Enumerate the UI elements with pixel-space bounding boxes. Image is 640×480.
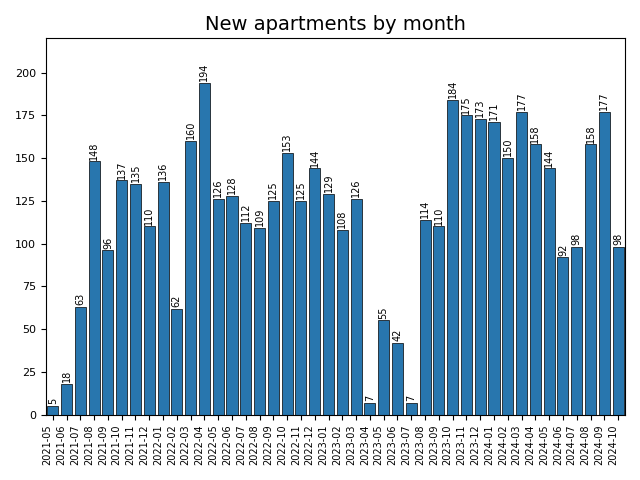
Bar xyxy=(392,343,403,415)
Bar xyxy=(323,194,334,415)
Bar xyxy=(516,112,527,415)
Text: 150: 150 xyxy=(503,138,513,156)
Bar xyxy=(364,403,376,415)
Bar xyxy=(240,223,252,415)
Text: 160: 160 xyxy=(186,121,196,139)
Text: 18: 18 xyxy=(61,370,72,382)
Text: 144: 144 xyxy=(544,148,554,167)
Bar xyxy=(309,168,320,415)
Bar xyxy=(543,168,555,415)
Text: 112: 112 xyxy=(241,203,251,221)
Bar xyxy=(47,406,58,415)
Bar xyxy=(199,83,210,415)
Text: 135: 135 xyxy=(131,164,140,182)
Bar xyxy=(420,219,431,415)
Bar xyxy=(102,251,113,415)
Text: 173: 173 xyxy=(476,98,485,117)
Text: 126: 126 xyxy=(351,179,361,197)
Bar xyxy=(378,321,389,415)
Text: 62: 62 xyxy=(172,294,182,307)
Text: 96: 96 xyxy=(103,237,113,249)
Bar xyxy=(351,199,362,415)
Text: 5: 5 xyxy=(48,398,58,404)
Text: 171: 171 xyxy=(489,102,499,120)
Text: 129: 129 xyxy=(324,174,333,192)
Bar xyxy=(530,144,541,415)
Bar xyxy=(447,100,458,415)
Text: 125: 125 xyxy=(296,180,306,199)
Bar xyxy=(268,201,279,415)
Text: 108: 108 xyxy=(337,210,348,228)
Bar xyxy=(475,119,486,415)
Bar xyxy=(572,247,582,415)
Bar xyxy=(433,227,444,415)
Text: 194: 194 xyxy=(200,63,209,81)
Bar xyxy=(61,384,72,415)
Text: 7: 7 xyxy=(406,395,416,401)
Text: 110: 110 xyxy=(434,206,444,225)
Text: 125: 125 xyxy=(268,180,278,199)
Bar xyxy=(144,227,155,415)
Bar xyxy=(157,182,168,415)
Bar xyxy=(130,184,141,415)
Bar xyxy=(612,247,623,415)
Bar xyxy=(557,257,568,415)
Bar xyxy=(502,158,513,415)
Text: 153: 153 xyxy=(282,132,292,151)
Bar xyxy=(296,201,307,415)
Bar xyxy=(282,153,292,415)
Bar xyxy=(88,161,100,415)
Text: 136: 136 xyxy=(158,162,168,180)
Text: 128: 128 xyxy=(227,176,237,194)
Text: 7: 7 xyxy=(365,395,375,401)
Bar xyxy=(488,122,499,415)
Bar xyxy=(254,228,265,415)
Text: 184: 184 xyxy=(447,80,458,98)
Text: 137: 137 xyxy=(116,160,127,179)
Bar xyxy=(227,196,237,415)
Bar xyxy=(585,144,596,415)
Text: 98: 98 xyxy=(613,233,623,245)
Bar xyxy=(337,230,348,415)
Bar xyxy=(172,309,182,415)
Text: 98: 98 xyxy=(572,233,582,245)
Text: 55: 55 xyxy=(379,306,388,319)
Bar xyxy=(461,115,472,415)
Text: 126: 126 xyxy=(213,179,223,197)
Bar xyxy=(185,141,196,415)
Text: 109: 109 xyxy=(255,208,264,227)
Bar xyxy=(212,199,224,415)
Bar xyxy=(599,112,610,415)
Text: 92: 92 xyxy=(558,243,568,255)
Text: 63: 63 xyxy=(76,293,85,305)
Text: 144: 144 xyxy=(310,148,320,167)
Text: 114: 114 xyxy=(420,200,430,218)
Bar xyxy=(75,307,86,415)
Text: 158: 158 xyxy=(586,124,596,143)
Text: 177: 177 xyxy=(516,92,527,110)
Text: 158: 158 xyxy=(531,124,540,143)
Text: 177: 177 xyxy=(599,92,609,110)
Bar xyxy=(406,403,417,415)
Text: 148: 148 xyxy=(89,142,99,160)
Bar xyxy=(116,180,127,415)
Text: 175: 175 xyxy=(461,95,472,114)
Title: New apartments by month: New apartments by month xyxy=(205,15,466,34)
Text: 110: 110 xyxy=(144,206,154,225)
Text: 42: 42 xyxy=(392,329,403,341)
